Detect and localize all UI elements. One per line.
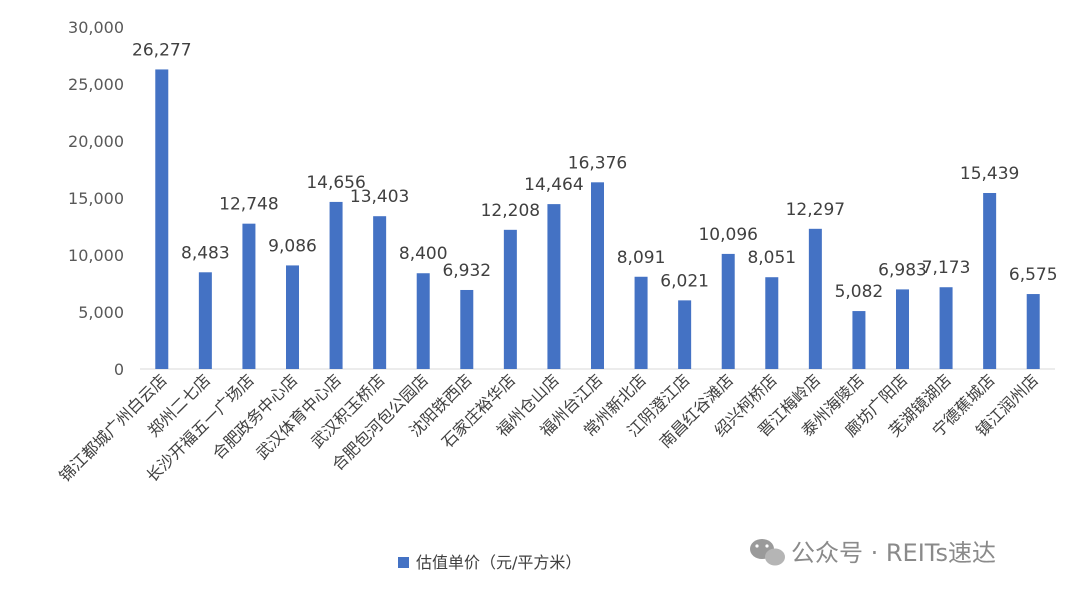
y-tick-label: 20,000 (68, 132, 124, 151)
data-label: 13,403 (350, 187, 409, 207)
data-label: 6,021 (660, 271, 709, 291)
data-label: 12,208 (481, 201, 540, 221)
y-tick-label: 5,000 (78, 303, 124, 322)
y-tick-label: 0 (114, 360, 124, 379)
wechat-icon (750, 539, 785, 566)
watermark-text: 公众号 · REITs速达 (791, 539, 996, 567)
bar (329, 201, 343, 369)
bar (852, 311, 866, 369)
data-label: 8,400 (399, 244, 448, 264)
bar (460, 289, 474, 369)
bar (242, 223, 256, 369)
bar (155, 69, 169, 369)
data-label: 7,173 (922, 258, 971, 278)
bar (808, 228, 822, 369)
data-label: 15,439 (960, 164, 1019, 184)
bar (416, 273, 430, 369)
bar (198, 272, 212, 369)
bar (634, 276, 648, 369)
bar (547, 204, 561, 369)
data-label: 8,051 (747, 248, 796, 268)
data-label: 12,297 (786, 200, 845, 220)
y-tick-label: 10,000 (68, 246, 124, 265)
bar (373, 216, 387, 369)
bar (939, 287, 953, 369)
data-labels: 26,2778,48312,7489,08614,65613,4038,4006… (132, 40, 1058, 302)
legend-swatch (398, 557, 409, 568)
data-label: 26,277 (132, 40, 191, 60)
x-axis-categories: 锦江都城广州白云店郑州二七店长沙开福五一广场店合肥政务中心店武汉体育中心店武汉积… (55, 370, 1042, 485)
bar (591, 182, 604, 369)
y-tick-label: 25,000 (68, 75, 124, 94)
y-axis: 0 5,000 10,000 15,000 20,000 25,000 30,000 (68, 18, 124, 379)
y-tick-label: 30,000 (68, 18, 124, 37)
data-label: 10,096 (698, 225, 757, 245)
y-tick-label: 15,000 (68, 189, 124, 208)
watermark: 公众号 · REITs速达 (750, 539, 996, 567)
legend: 估值单价（元/平方米） (398, 553, 581, 572)
data-label: 9,086 (268, 236, 317, 256)
data-label: 6,932 (442, 261, 491, 281)
data-label: 5,082 (835, 282, 884, 302)
data-label: 16,376 (568, 153, 627, 173)
bar (286, 265, 299, 369)
data-label: 6,983 (878, 260, 927, 280)
data-label: 14,464 (524, 175, 583, 195)
data-label: 12,748 (219, 195, 278, 215)
data-label: 8,483 (181, 243, 230, 263)
bar (1026, 294, 1040, 369)
bar (503, 229, 517, 369)
data-label: 14,656 (306, 173, 365, 193)
bar (721, 253, 735, 369)
bar (678, 300, 692, 369)
bar-series (155, 69, 1040, 369)
bar (983, 192, 997, 369)
bar (896, 289, 909, 369)
data-label: 8,091 (617, 248, 666, 268)
legend-label: 估值单价（元/平方米） (416, 553, 581, 572)
data-label: 6,575 (1009, 265, 1058, 285)
bar (765, 277, 779, 369)
